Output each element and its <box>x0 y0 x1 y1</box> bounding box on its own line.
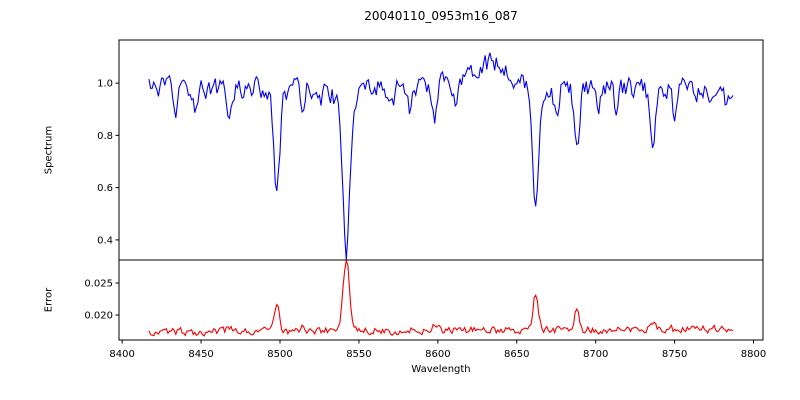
x-tick-label: 8550 <box>346 349 371 360</box>
x-tick-label: 8600 <box>425 349 450 360</box>
x-tick-label: 8450 <box>188 349 213 360</box>
spectrum-y-tick-label: 0.4 <box>97 235 113 246</box>
axes: 0.4 0.6 0.8 1.0 0.020 0.025 8400 8450 8500 8550 86… <box>84 39 766 360</box>
spectrum-panel-frame <box>118 39 764 261</box>
error-panel-frame <box>118 259 764 341</box>
error-line <box>148 260 734 337</box>
x-tick-label: 8800 <box>741 349 766 360</box>
spectrum-line <box>148 52 734 260</box>
spectrum-y-tick-label: 1.0 <box>97 79 113 90</box>
error-y-tick-label: 0.025 <box>84 279 113 290</box>
x-tick-label: 8650 <box>504 349 529 360</box>
x-tick-label: 8400 <box>109 349 134 360</box>
x-axis-label: Wavelength <box>411 364 471 375</box>
chart-title: 20040110_0953m16_087 <box>364 9 518 23</box>
x-tick-label: 8700 <box>583 349 608 360</box>
x-tick-label: 8750 <box>662 349 687 360</box>
x-tick-label: 8500 <box>267 349 292 360</box>
error-y-tick-label: 0.020 <box>84 311 113 322</box>
spectrum-y-tick-label: 0.6 <box>97 183 113 194</box>
spectrum-y-tick-label: 0.8 <box>97 131 113 142</box>
